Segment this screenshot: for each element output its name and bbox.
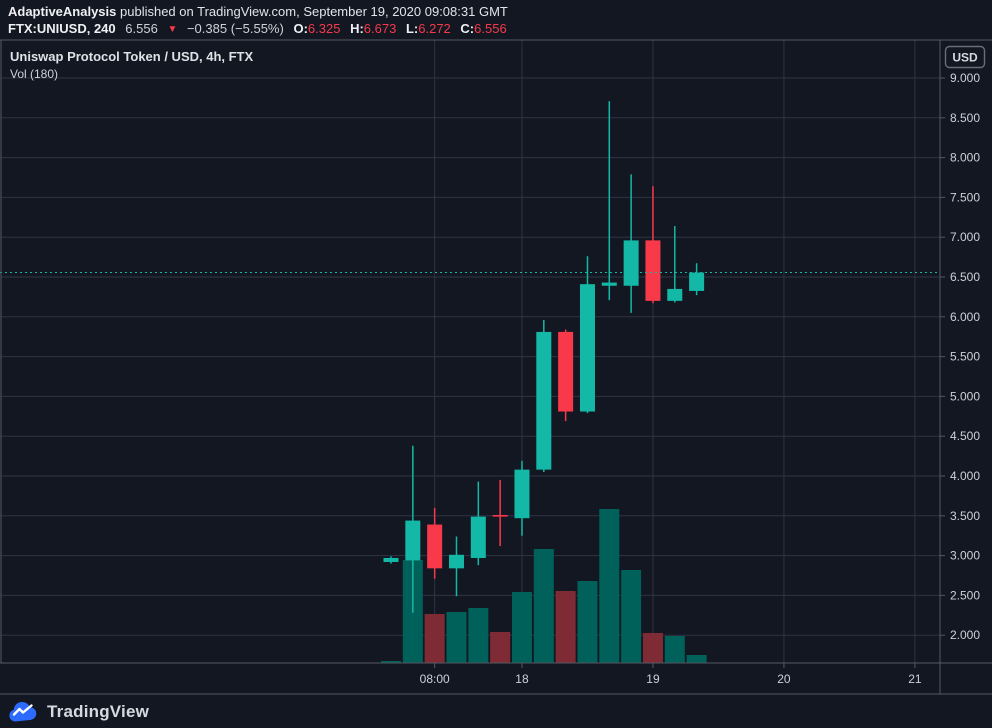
ticker-line: FTX:UNIUSD, 240 6.556 ▼ −0.385 (−5.55%) …	[8, 21, 507, 36]
candle-layer	[383, 101, 705, 613]
candle-body	[470, 516, 486, 558]
overlay-layer	[0, 39, 992, 695]
candle-body	[492, 515, 508, 517]
price-tick-label: 5.500	[950, 350, 980, 364]
down-triangle-icon: ▼	[167, 24, 178, 35]
time-tick-label: 20	[777, 672, 791, 686]
price-tick-label: 8.000	[950, 151, 980, 165]
volume-bar	[577, 581, 598, 663]
candle-body	[448, 554, 464, 569]
author-name: AdaptiveAnalysis	[8, 4, 117, 19]
low-value: 6.272	[418, 21, 451, 36]
volume-bar	[686, 655, 707, 663]
candle-body	[536, 331, 552, 470]
price-tick-label: 2.000	[950, 628, 980, 642]
candle-body	[689, 272, 705, 291]
candle-body	[405, 520, 421, 561]
volume-bar	[424, 614, 445, 663]
price-tick-label: 4.000	[950, 469, 980, 483]
tradingview-logo-icon[interactable]	[8, 701, 39, 723]
candle-body	[427, 524, 443, 569]
price-tick-label: 3.500	[950, 509, 980, 523]
snapshot-header: AdaptiveAnalysis published on TradingVie…	[0, 0, 992, 40]
close-value: 6.556	[474, 21, 507, 36]
time-tick-label: 21	[908, 672, 922, 686]
price-tick-label: 8.500	[950, 111, 980, 125]
volume-bar	[533, 549, 554, 663]
price-change: −0.385 (−5.55%)	[186, 21, 284, 36]
brand-name[interactable]: TradingView	[47, 702, 150, 721]
candle-body	[514, 469, 530, 519]
volume-layer	[381, 509, 707, 663]
volume-bar	[490, 632, 511, 663]
close-label: C:	[460, 21, 475, 36]
candle-body	[623, 240, 639, 286]
price-tick-label: 5.000	[950, 389, 980, 403]
volume-bar	[555, 591, 576, 663]
candle-body	[558, 331, 574, 412]
high-label: H:	[350, 21, 364, 36]
volume-bar	[642, 633, 663, 663]
price-tick-label: 2.500	[950, 588, 980, 602]
volume-bar	[446, 612, 467, 663]
volume-bar	[599, 509, 620, 663]
price-tick-label: 6.500	[950, 270, 980, 284]
price-tick-label: 6.000	[950, 310, 980, 324]
price-tick-label: 9.000	[950, 71, 980, 85]
volume-bar	[468, 608, 489, 663]
last-price: 6.556	[125, 21, 158, 36]
price-axis[interactable]: 9.000 8.500 8.000 7.500 7.000 6.500 6.000 5.500…	[940, 45, 986, 643]
volume-bar	[511, 592, 532, 663]
published-text: published on TradingView.com, September …	[120, 4, 508, 19]
publish-line: AdaptiveAnalysis published on TradingVie…	[8, 4, 508, 19]
chart-title: Uniswap Protocol Token / USD, 4h, FTX	[10, 49, 254, 64]
open-label: O:	[293, 21, 308, 36]
symbol-name: FTX:UNIUSD, 240	[8, 21, 116, 36]
candle-body	[645, 240, 661, 301]
brand-footer: TradingView	[8, 699, 149, 725]
candle-body	[601, 282, 617, 286]
currency-badge-label: USD	[952, 51, 978, 65]
candle-body	[383, 557, 399, 562]
candle-body	[667, 288, 683, 301]
chart-legend: Uniswap Protocol Token / USD, 4h, FTX Vo…	[10, 49, 253, 81]
candle-body	[579, 284, 595, 412]
price-tick-label: 4.500	[950, 429, 980, 443]
time-tick-label: 18	[515, 672, 529, 686]
volume-bar	[621, 570, 642, 663]
volume-indicator-label: Vol (180)	[10, 67, 59, 81]
volume-bar	[381, 661, 401, 663]
high-value: 6.673	[363, 21, 397, 36]
price-tick-label: 3.000	[950, 549, 980, 563]
time-axis[interactable]: 08:00 18 19 20 21	[420, 663, 922, 686]
grid-layer	[1, 40, 940, 663]
open-value: 6.325	[307, 21, 341, 36]
time-tick-label: 19	[646, 672, 660, 686]
low-label: L:	[405, 21, 419, 36]
time-tick-label: 08:00	[420, 672, 450, 686]
volume-bar	[664, 636, 685, 663]
currency-badge[interactable]	[944, 45, 986, 69]
price-tick-label: 7.000	[950, 230, 980, 244]
price-tick-label: 7.500	[950, 190, 980, 204]
